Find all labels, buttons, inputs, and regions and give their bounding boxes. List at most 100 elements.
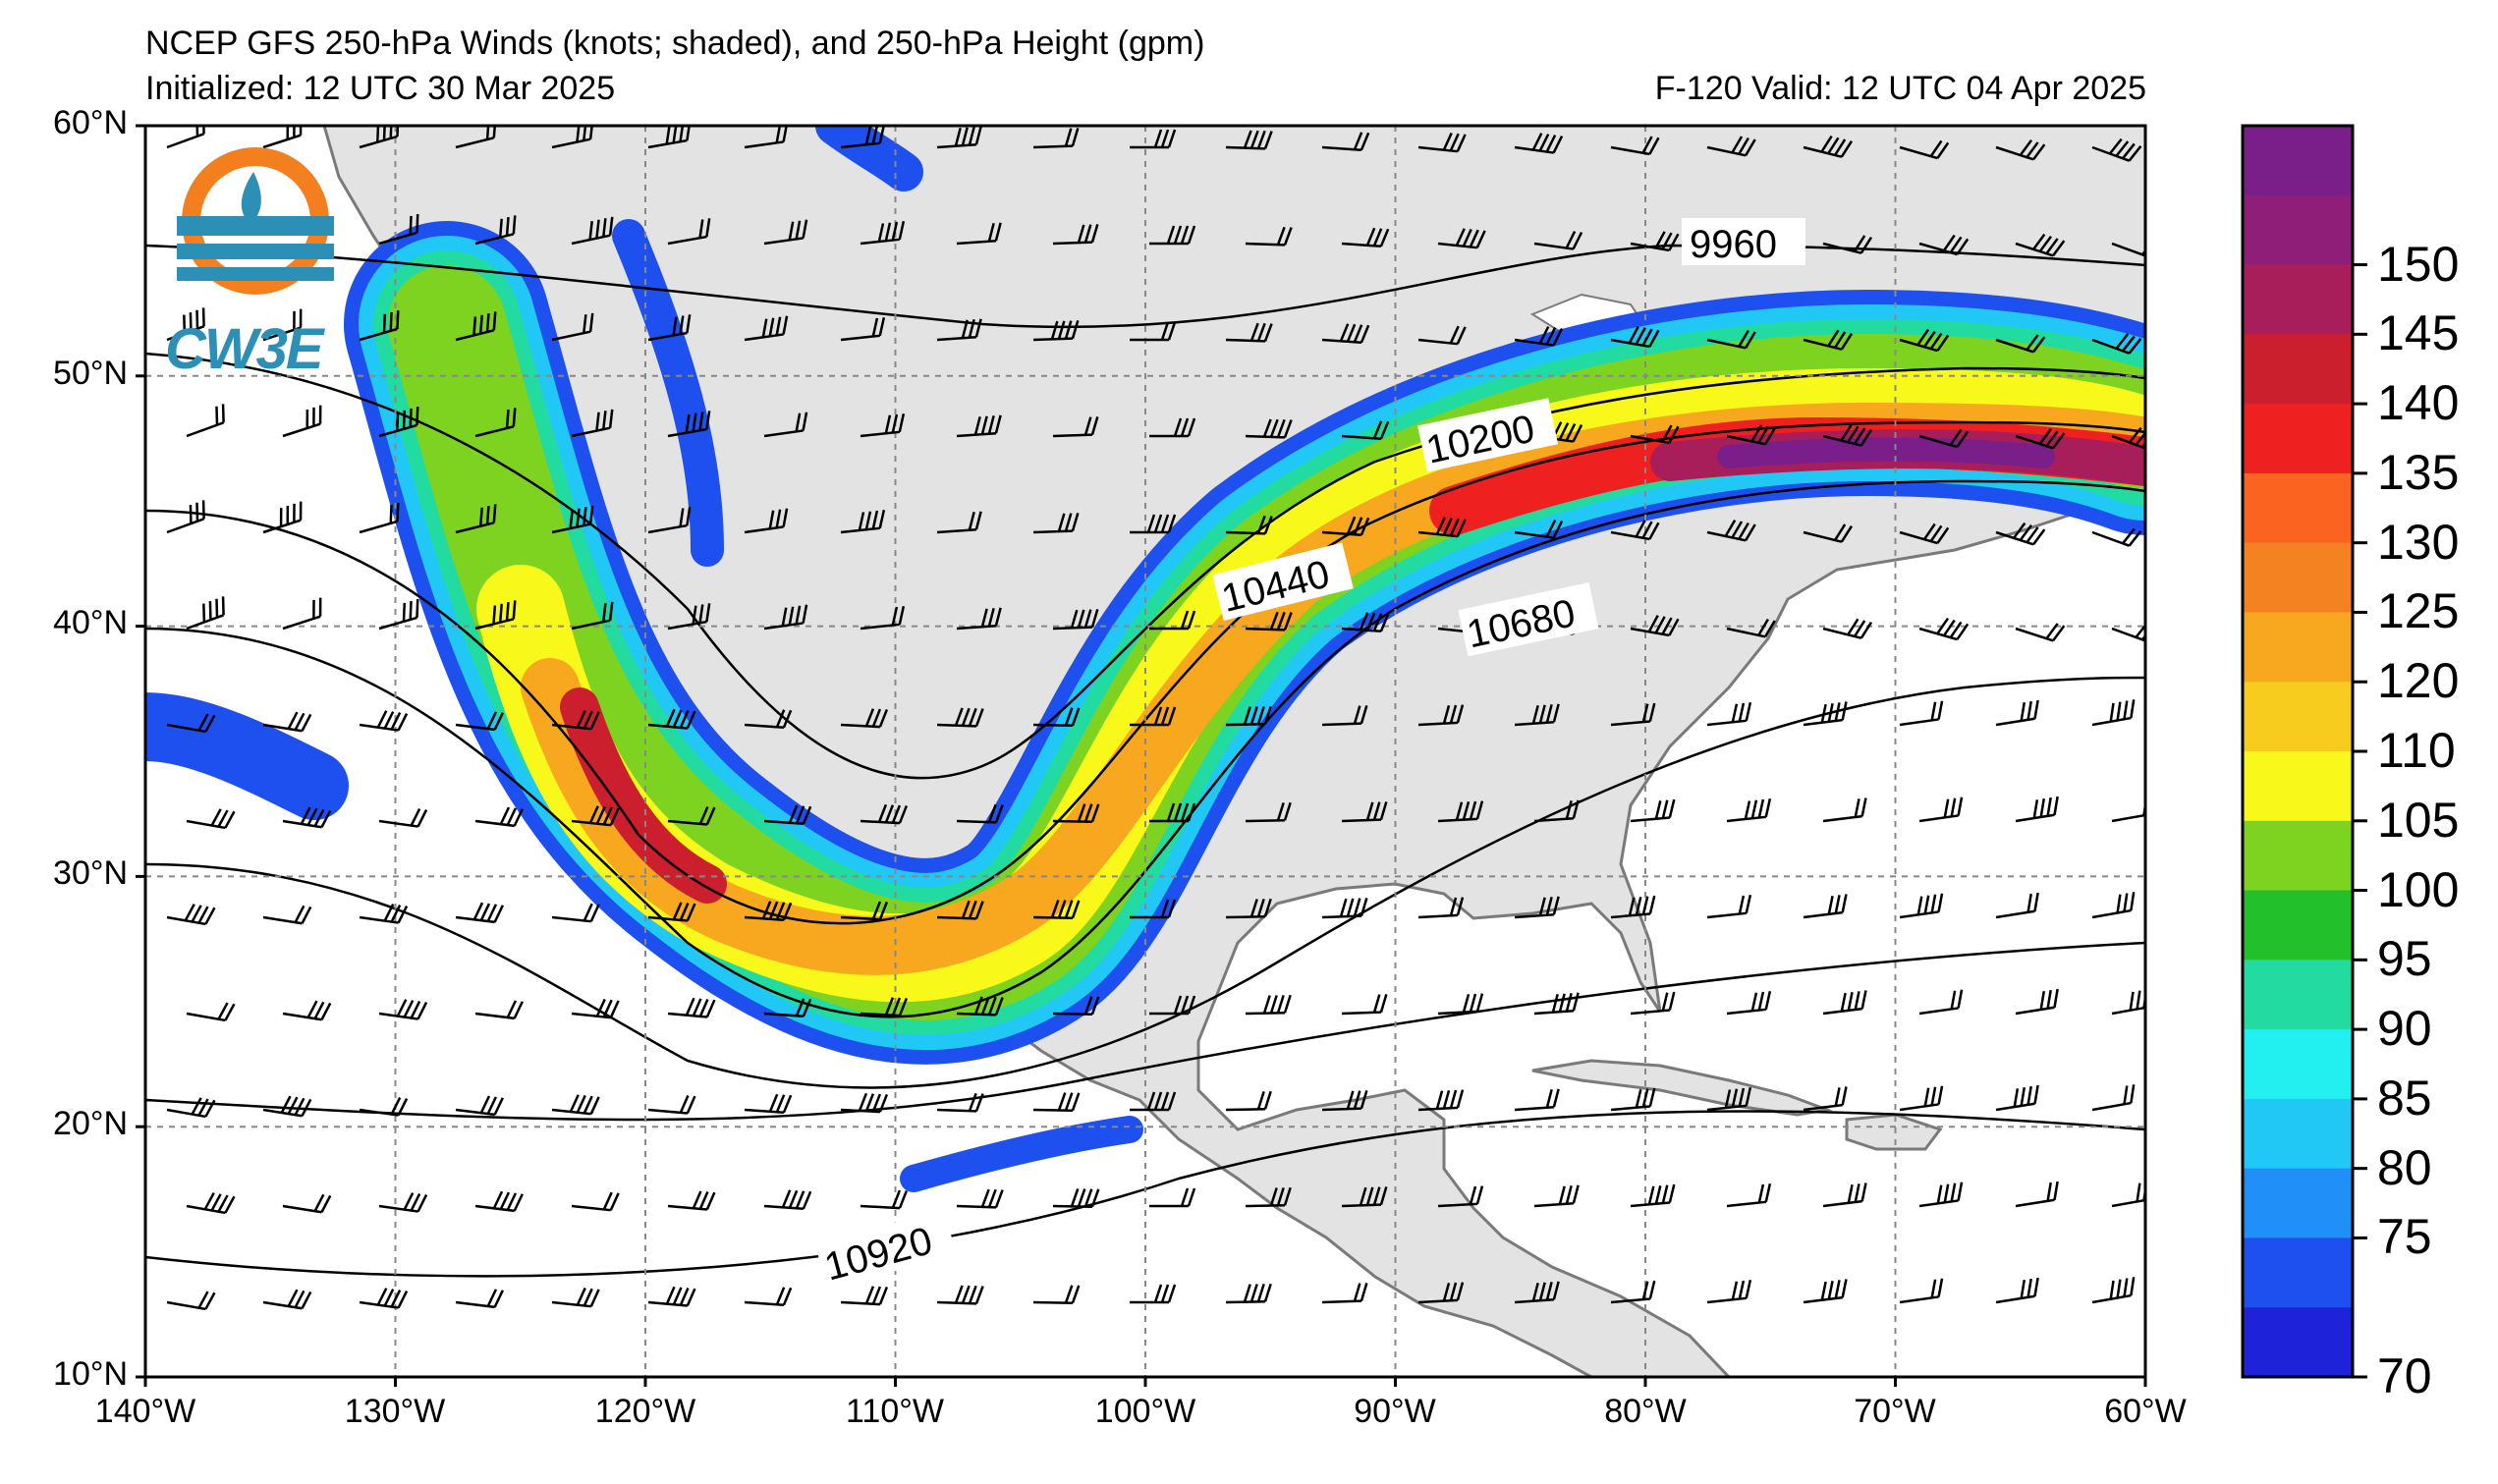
colorbar-swatch — [2243, 126, 2353, 196]
wind-barb — [744, 901, 793, 922]
wind-barb — [455, 1289, 504, 1309]
wind-barb — [1245, 994, 1292, 1016]
wind-barb — [763, 604, 808, 631]
wind-barb — [1918, 1182, 1964, 1208]
wind-barb — [2015, 428, 2066, 450]
wind-barb — [840, 126, 886, 149]
wind-barb — [1899, 1085, 1944, 1112]
wind-barb — [1630, 615, 1680, 637]
logo-text: CW3E — [165, 317, 324, 381]
wind-barb — [166, 1097, 216, 1119]
wind-barb — [455, 504, 497, 534]
wind-barb — [647, 1094, 696, 1115]
wind-barb — [1437, 993, 1484, 1016]
wind-barb — [1149, 610, 1196, 631]
wind-barb — [1437, 228, 1486, 249]
colorbar-label: 150 — [2377, 236, 2460, 292]
colorbar-label: 80 — [2377, 1139, 2432, 1195]
wind-barb — [1341, 612, 1390, 633]
wind-barb — [860, 413, 906, 438]
wind-barb — [936, 900, 984, 920]
wind-barb — [378, 406, 419, 438]
wind-barb — [455, 126, 497, 149]
wind-barb — [1225, 130, 1273, 150]
colorbar-swatch — [2243, 1307, 2353, 1378]
wind-barb — [956, 222, 1002, 246]
wind-barb — [647, 507, 692, 534]
wind-barb — [667, 997, 716, 1018]
wind-barb — [262, 1095, 312, 1118]
wind-barb — [1726, 618, 1776, 638]
wind-barb — [1514, 326, 1564, 347]
wind-barb — [282, 1193, 332, 1214]
wind-barb — [1225, 1283, 1272, 1304]
colorbar-label: 140 — [2377, 375, 2460, 431]
wind-barb — [840, 510, 886, 534]
wind-barb — [2015, 1181, 2059, 1208]
wind-barb — [1052, 224, 1099, 246]
wind-barb — [1032, 513, 1080, 534]
wind-barb — [647, 314, 692, 342]
wind-barb — [1706, 1087, 1752, 1112]
colorbar-swatch — [2243, 404, 2353, 474]
wind-barb — [2091, 1277, 2136, 1304]
wind-barb — [474, 1000, 524, 1020]
wind-barb — [1130, 899, 1177, 919]
wind-barb — [840, 1092, 889, 1114]
colorbar-swatch — [2243, 194, 2353, 266]
wind-barb — [378, 598, 419, 631]
colorbar-swatch — [2243, 890, 2353, 961]
wind-barb — [956, 803, 1004, 824]
wind-barb — [359, 502, 400, 534]
wind-barb — [1437, 1185, 1484, 1208]
wind-barb — [936, 1092, 984, 1113]
wind-barb — [378, 213, 419, 246]
wind-barb — [571, 409, 614, 438]
wind-barb — [763, 219, 808, 246]
wind-barb — [1995, 892, 2039, 919]
lon-label-90: 90°W — [1354, 1393, 1436, 1430]
wind-barb — [1321, 1090, 1368, 1112]
wind-barb — [1437, 800, 1484, 823]
wind-barb — [1803, 1086, 1848, 1112]
wind-barb — [763, 804, 812, 826]
wind-barb — [956, 1188, 1004, 1209]
wind-barb — [1321, 705, 1368, 727]
colorbar-label: 90 — [2377, 1001, 2432, 1057]
colorbar-swatch — [2243, 1029, 2353, 1100]
wind-barb — [1052, 1188, 1100, 1208]
colorbar-label: 110 — [2377, 723, 2456, 778]
colorbar-label: 100 — [2377, 861, 2460, 917]
wind-barb — [1706, 895, 1752, 919]
wind-barb — [860, 606, 906, 631]
wind-barb — [1341, 994, 1388, 1016]
wind-barb — [936, 126, 982, 149]
wind-barb — [1803, 701, 1848, 727]
wind-barb — [186, 808, 236, 830]
wind-barb — [1899, 139, 1950, 160]
wind-barb — [1321, 323, 1370, 345]
colorbar-label: 75 — [2377, 1209, 2432, 1265]
wind-barb — [1032, 900, 1081, 919]
wind-barb — [936, 511, 982, 534]
wind-barb — [359, 1097, 409, 1117]
wind-barb — [1918, 428, 1970, 449]
wind-barb — [1130, 706, 1177, 727]
colorbar-swatch — [2243, 751, 2353, 822]
wind-barb — [1610, 895, 1656, 919]
wind-barb — [1918, 617, 1970, 641]
wind-barb — [262, 905, 312, 925]
wind-barb — [1245, 418, 1293, 439]
wind-barb — [551, 312, 594, 342]
wind-barb — [1417, 704, 1465, 727]
wind-barb — [1225, 705, 1272, 727]
wind-barb — [1918, 797, 1964, 823]
wind-barb — [1417, 897, 1465, 919]
wind-barb — [1995, 334, 2046, 354]
wind-barb — [1245, 611, 1293, 632]
wind-barb — [744, 508, 789, 534]
wind-barb — [166, 1291, 216, 1311]
wind-barb — [2015, 988, 2059, 1016]
wind-barb — [1630, 231, 1680, 252]
colorbar-swatch — [2243, 1098, 2353, 1170]
